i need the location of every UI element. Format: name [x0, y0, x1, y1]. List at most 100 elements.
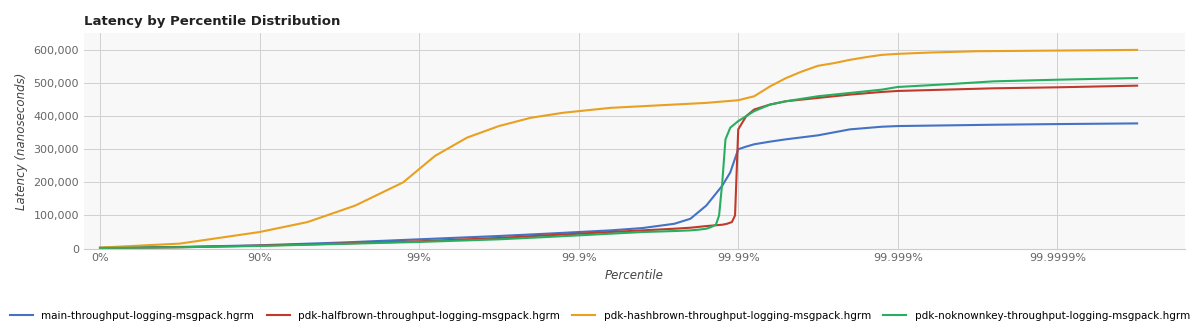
pdk-noknownkey-throughput-logging-msgpack.hgrm: [412, 240, 426, 244]
pdk-halfbrown-throughput-logging-msgpack.hgrm: [635, 228, 649, 232]
pdk-halfbrown-throughput-logging-msgpack.hgrm: [173, 245, 187, 249]
main-throughput-logging-msgpack.hgrm: [731, 147, 745, 151]
Line: pdk-halfbrown-throughput-logging-msgpack.hgrm: pdk-halfbrown-throughput-logging-msgpack…: [100, 86, 1138, 248]
pdk-noknownkey-throughput-logging-msgpack.hgrm: [709, 223, 724, 227]
pdk-halfbrown-throughput-logging-msgpack.hgrm: [92, 246, 107, 250]
pdk-halfbrown-throughput-logging-msgpack.hgrm: [986, 86, 1001, 90]
pdk-hashbrown-throughput-logging-msgpack.hgrm: [811, 64, 826, 68]
pdk-hashbrown-throughput-logging-msgpack.hgrm: [1130, 48, 1145, 52]
pdk-hashbrown-throughput-logging-msgpack.hgrm: [667, 103, 682, 107]
pdk-halfbrown-throughput-logging-msgpack.hgrm: [890, 89, 905, 93]
Legend: main-throughput-logging-msgpack.hgrm, pdk-halfbrown-throughput-logging-msgpack.h: main-throughput-logging-msgpack.hgrm, pd…: [6, 307, 1194, 325]
pdk-hashbrown-throughput-logging-msgpack.hgrm: [571, 109, 586, 113]
main-throughput-logging-msgpack.hgrm: [763, 140, 778, 144]
main-throughput-logging-msgpack.hgrm: [540, 232, 554, 236]
main-throughput-logging-msgpack.hgrm: [1130, 121, 1145, 125]
pdk-hashbrown-throughput-logging-msgpack.hgrm: [971, 49, 985, 53]
pdk-halfbrown-throughput-logging-msgpack.hgrm: [779, 99, 793, 103]
main-throughput-logging-msgpack.hgrm: [571, 230, 586, 234]
main-throughput-logging-msgpack.hgrm: [890, 124, 905, 128]
pdk-halfbrown-throughput-logging-msgpack.hgrm: [938, 88, 953, 92]
pdk-halfbrown-throughput-logging-msgpack.hgrm: [1050, 85, 1064, 89]
pdk-halfbrown-throughput-logging-msgpack.hgrm: [746, 108, 761, 112]
pdk-hashbrown-throughput-logging-msgpack.hgrm: [746, 94, 761, 98]
main-throughput-logging-msgpack.hgrm: [683, 217, 697, 221]
pdk-noknownkey-throughput-logging-msgpack.hgrm: [739, 114, 754, 118]
pdk-halfbrown-throughput-logging-msgpack.hgrm: [875, 90, 889, 94]
pdk-halfbrown-throughput-logging-msgpack.hgrm: [728, 214, 743, 217]
pdk-hashbrown-throughput-logging-msgpack.hgrm: [700, 101, 714, 105]
pdk-noknownkey-throughput-logging-msgpack.hgrm: [712, 214, 726, 217]
pdk-hashbrown-throughput-logging-msgpack.hgrm: [523, 116, 538, 120]
pdk-hashbrown-throughput-logging-msgpack.hgrm: [763, 84, 778, 88]
pdk-noknownkey-throughput-logging-msgpack.hgrm: [811, 94, 826, 98]
main-throughput-logging-msgpack.hgrm: [739, 145, 754, 148]
pdk-noknownkey-throughput-logging-msgpack.hgrm: [691, 228, 706, 232]
pdk-noknownkey-throughput-logging-msgpack.hgrm: [779, 99, 793, 103]
main-throughput-logging-msgpack.hgrm: [92, 246, 107, 250]
pdk-noknownkey-throughput-logging-msgpack.hgrm: [890, 85, 905, 89]
pdk-halfbrown-throughput-logging-msgpack.hgrm: [811, 96, 826, 100]
main-throughput-logging-msgpack.hgrm: [700, 204, 714, 208]
pdk-halfbrown-throughput-logging-msgpack.hgrm: [731, 127, 745, 131]
Line: main-throughput-logging-msgpack.hgrm: main-throughput-logging-msgpack.hgrm: [100, 123, 1138, 248]
pdk-halfbrown-throughput-logging-msgpack.hgrm: [1130, 84, 1145, 88]
main-throughput-logging-msgpack.hgrm: [875, 125, 889, 129]
pdk-hashbrown-throughput-logging-msgpack.hgrm: [460, 136, 474, 140]
main-throughput-logging-msgpack.hgrm: [938, 123, 953, 127]
Text: Latency by Percentile Distribution: Latency by Percentile Distribution: [84, 15, 341, 28]
pdk-hashbrown-throughput-logging-msgpack.hgrm: [252, 230, 266, 234]
main-throughput-logging-msgpack.hgrm: [986, 123, 1001, 127]
pdk-halfbrown-throughput-logging-msgpack.hgrm: [715, 223, 730, 227]
pdk-halfbrown-throughput-logging-msgpack.hgrm: [667, 227, 682, 231]
pdk-halfbrown-throughput-logging-msgpack.hgrm: [725, 220, 739, 224]
pdk-noknownkey-throughput-logging-msgpack.hgrm: [719, 137, 733, 141]
pdk-hashbrown-throughput-logging-msgpack.hgrm: [92, 246, 107, 249]
main-throughput-logging-msgpack.hgrm: [779, 137, 793, 141]
pdk-halfbrown-throughput-logging-msgpack.hgrm: [252, 244, 266, 248]
main-throughput-logging-msgpack.hgrm: [1050, 122, 1064, 126]
pdk-noknownkey-throughput-logging-msgpack.hgrm: [604, 232, 618, 236]
pdk-noknownkey-throughput-logging-msgpack.hgrm: [540, 235, 554, 239]
pdk-noknownkey-throughput-logging-msgpack.hgrm: [332, 242, 347, 246]
pdk-halfbrown-throughput-logging-msgpack.hgrm: [571, 232, 586, 236]
pdk-halfbrown-throughput-logging-msgpack.hgrm: [707, 223, 721, 227]
main-throughput-logging-msgpack.hgrm: [492, 234, 506, 238]
pdk-hashbrown-throughput-logging-msgpack.hgrm: [604, 106, 618, 110]
pdk-noknownkey-throughput-logging-msgpack.hgrm: [635, 230, 649, 234]
X-axis label: Percentile: Percentile: [605, 269, 664, 282]
pdk-hashbrown-throughput-logging-msgpack.hgrm: [731, 98, 745, 102]
pdk-halfbrown-throughput-logging-msgpack.hgrm: [604, 230, 618, 234]
pdk-noknownkey-throughput-logging-msgpack.hgrm: [724, 126, 738, 130]
Line: pdk-hashbrown-throughput-logging-msgpack.hgrm: pdk-hashbrown-throughput-logging-msgpack…: [100, 50, 1138, 248]
pdk-halfbrown-throughput-logging-msgpack.hgrm: [683, 226, 697, 230]
pdk-hashbrown-throughput-logging-msgpack.hgrm: [859, 55, 874, 59]
main-throughput-logging-msgpack.hgrm: [332, 241, 347, 245]
main-throughput-logging-msgpack.hgrm: [667, 222, 682, 226]
pdk-halfbrown-throughput-logging-msgpack.hgrm: [700, 224, 714, 228]
pdk-hashbrown-throughput-logging-msgpack.hgrm: [842, 58, 857, 62]
main-throughput-logging-msgpack.hgrm: [746, 142, 761, 146]
main-throughput-logging-msgpack.hgrm: [173, 245, 187, 249]
pdk-noknownkey-throughput-logging-msgpack.hgrm: [763, 103, 778, 107]
Line: pdk-noknownkey-throughput-logging-msgpack.hgrm: pdk-noknownkey-throughput-logging-msgpac…: [100, 78, 1138, 248]
pdk-hashbrown-throughput-logging-msgpack.hgrm: [348, 204, 362, 208]
pdk-hashbrown-throughput-logging-msgpack.hgrm: [875, 53, 889, 57]
main-throughput-logging-msgpack.hgrm: [604, 228, 618, 232]
pdk-noknownkey-throughput-logging-msgpack.hgrm: [704, 225, 719, 229]
pdk-noknownkey-throughput-logging-msgpack.hgrm: [700, 227, 714, 231]
pdk-halfbrown-throughput-logging-msgpack.hgrm: [332, 242, 347, 246]
pdk-hashbrown-throughput-logging-msgpack.hgrm: [635, 104, 649, 108]
pdk-hashbrown-throughput-logging-msgpack.hgrm: [428, 154, 443, 158]
main-throughput-logging-msgpack.hgrm: [412, 237, 426, 241]
pdk-noknownkey-throughput-logging-msgpack.hgrm: [938, 82, 953, 86]
pdk-hashbrown-throughput-logging-msgpack.hgrm: [827, 61, 841, 65]
pdk-halfbrown-throughput-logging-msgpack.hgrm: [412, 239, 426, 243]
pdk-noknownkey-throughput-logging-msgpack.hgrm: [492, 237, 506, 241]
pdk-halfbrown-throughput-logging-msgpack.hgrm: [492, 236, 506, 240]
pdk-noknownkey-throughput-logging-msgpack.hgrm: [986, 80, 1001, 83]
pdk-halfbrown-throughput-logging-msgpack.hgrm: [720, 222, 734, 226]
pdk-noknownkey-throughput-logging-msgpack.hgrm: [92, 246, 107, 250]
pdk-noknownkey-throughput-logging-msgpack.hgrm: [715, 181, 730, 184]
pdk-hashbrown-throughput-logging-msgpack.hgrm: [300, 220, 314, 224]
